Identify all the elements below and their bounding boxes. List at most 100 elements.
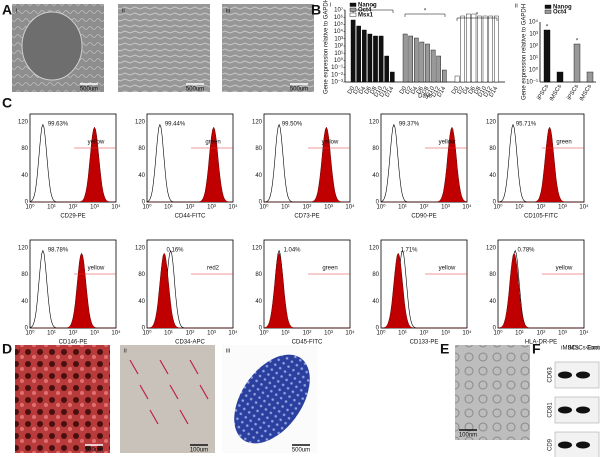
stain [179,409,189,425]
bar [402,33,408,83]
band [558,406,572,414]
x-tick-label: 10⁴ [462,330,472,337]
control-histogram [29,249,116,329]
plot-frame [497,113,585,203]
x-tick-label: 10⁰ [25,204,35,211]
x-tick-label: D10 [373,85,384,98]
stained-histogram [380,252,467,329]
y-tick-label: 80 [489,272,496,278]
x-tick-label: D4 [410,85,419,95]
image-label: i [16,9,17,15]
y-tick-label: 0 [25,200,29,206]
scale-label: 500um [186,87,204,93]
y-tick-label: 10⁷ [334,7,343,14]
legend-label: Oct4 [553,10,567,16]
y-tick-label: 10⁰ [529,67,539,74]
bar [373,35,378,83]
y-tick-label: 40 [255,173,262,179]
stained-histogram [147,126,233,203]
marker-label: CD73-PE [294,214,319,220]
y-tick-label: 10⁰ [334,57,344,64]
bar [367,33,373,83]
subplot-label: ii [515,4,518,10]
bar [442,69,447,83]
y-tick-label: 120 [252,120,263,126]
colony [21,11,83,81]
stain [129,359,139,375]
y-tick-label: 120 [486,120,497,126]
legend-label: Msx1 [358,13,374,19]
scale-label: 100nm [459,433,477,439]
bar [573,43,581,83]
y-tick-label: 80 [489,146,496,152]
y-tick-label: 10⁻² [331,72,343,78]
y-tick-label: 120 [369,246,380,252]
x-tick-label: D0 [399,85,408,95]
significance: * [576,39,579,45]
legend-swatch [349,7,357,12]
stained-histogram [497,252,584,329]
x-tick-label: D2 [405,85,414,95]
x-tick-label: 10³ [90,331,99,337]
panel-label: B [311,2,321,18]
x-tick-label: 10¹ [281,205,290,211]
x-tick-label: D8 [421,85,430,95]
y-tick-label: 10⁶ [334,14,344,21]
gate-label: yellow [88,266,105,272]
image-label: iii [226,9,230,15]
y-tick-label: 120 [135,120,146,126]
percent-label: 1.71% [400,248,418,254]
legend-swatch [544,9,552,14]
bar [460,15,466,83]
stain [199,384,209,400]
scale-label: 500um [290,87,308,93]
marker-label: CD90-PE [411,214,436,220]
y-tick-label: 40 [489,299,496,305]
marker-label: CD105-FITC [524,214,559,220]
stained-histogram [30,252,116,329]
band [576,406,590,414]
y-tick-label: 80 [255,272,262,278]
plot-frame [29,239,117,329]
percent-label: 0.78% [517,248,535,254]
x-tick-label: D2 [353,85,362,95]
bar [430,49,436,83]
stain [149,409,159,425]
percent-label: 1.04% [283,248,301,254]
marker-label: CD44-FITC [175,214,206,220]
x-tick-label: D14 [437,85,448,98]
y-tick-label: 40 [372,173,379,179]
x-tick-label: D0 [347,85,356,95]
pellet [234,354,310,444]
image-label: i [19,349,20,355]
x-tick-label: 10² [69,331,78,337]
x-tick-label: 10³ [558,331,567,337]
x-tick-label: 10³ [441,331,450,337]
percent-label: 99.63% [48,122,69,128]
bar [414,37,419,83]
column-label: iMSCs [561,346,579,352]
y-tick-label: 10⁻³ [331,80,343,86]
x-tick-label: iMSCs [579,84,593,102]
x-tick-label: 10² [303,331,312,337]
bar [425,43,430,83]
significance: * [476,13,479,19]
x-tick-label: D4 [462,85,471,95]
y-tick-label: 10⁻¹ [331,65,343,71]
micrograph [15,345,110,453]
y-tick-label: 40 [372,299,379,305]
x-tick-label: 10³ [324,331,333,337]
band [558,371,572,379]
percent-label: 99.37% [399,122,420,128]
x-tick-label: 10³ [324,205,333,211]
row-label: CD81 [548,402,554,418]
band [576,441,590,449]
stained-histogram [264,126,350,203]
scale-label: 500um [292,448,310,454]
x-tick-label: D6 [364,85,373,95]
x-tick-label: 10¹ [515,205,524,211]
y-tick-label: 40 [21,173,28,179]
y-tick-label: 0 [25,326,29,332]
x-tick-label: 10⁴ [579,204,589,211]
